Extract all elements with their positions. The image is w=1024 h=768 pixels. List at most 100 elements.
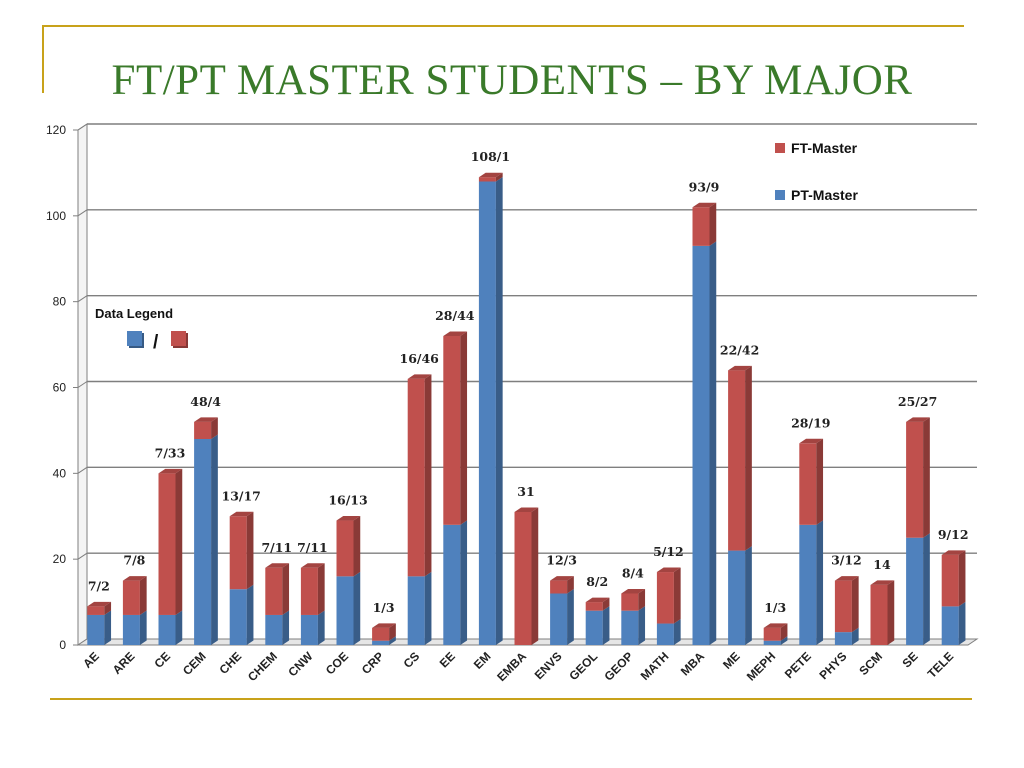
bar-ft-ee-front xyxy=(443,336,461,525)
bar-pt-are-front xyxy=(122,614,140,645)
data-legend-pt-swatch xyxy=(127,331,142,346)
data-label-phys: 3/12 xyxy=(831,553,862,568)
bar-ft-che-front xyxy=(229,516,247,590)
bar-pt-chem-front xyxy=(265,614,283,645)
y-tick-label: 20 xyxy=(53,552,67,566)
bar-ft-me-side xyxy=(745,365,752,551)
data-label-cnw: 7/11 xyxy=(297,540,328,555)
bar-top-scm xyxy=(870,580,895,585)
x-tick-label-meph: MEPH xyxy=(744,649,778,683)
data-legend-separator: / xyxy=(153,332,159,353)
bar-ft-emba-side xyxy=(531,507,539,645)
bar-ft-math-side xyxy=(673,567,681,624)
data-label-mba: 93/9 xyxy=(689,179,720,194)
bar-ft-tele-side xyxy=(958,550,966,607)
bar-pt-cem-side xyxy=(211,434,218,645)
bar-top-cem xyxy=(194,417,218,422)
y-tick-label: 100 xyxy=(46,209,66,223)
data-label-crp: 1/3 xyxy=(373,600,395,615)
bar-ft-ce-front xyxy=(158,473,176,615)
bar-top-che xyxy=(229,511,254,517)
bar-ft-phys-front xyxy=(834,580,852,633)
bar-ft-se-side xyxy=(923,417,930,538)
data-label-ee: 28/44 xyxy=(435,308,475,323)
x-tick-label-emba: EMBA xyxy=(494,649,529,684)
bar-pt-envs-front xyxy=(550,593,568,645)
gridline-depth xyxy=(77,295,88,303)
x-tick-label-me: ME xyxy=(720,649,743,672)
data-label-se: 25/27 xyxy=(898,394,937,409)
bar-ft-ae-front xyxy=(87,606,105,615)
x-tick-label-tele: TELE xyxy=(925,649,957,681)
bar-ft-me-front xyxy=(728,370,746,551)
x-tick-label-se: SE xyxy=(899,649,920,670)
x-tick-label-cnw: CNW xyxy=(285,649,316,680)
bar-top-se xyxy=(906,417,930,422)
bar-ft-scm-front xyxy=(870,584,888,645)
bar-top-pete xyxy=(799,438,824,444)
bar-pt-cnw-side xyxy=(317,610,325,645)
bar-pt-math-side xyxy=(673,619,681,645)
bar-ft-mba-front xyxy=(692,207,710,246)
y-tick-label: 80 xyxy=(53,295,67,309)
bar-pt-pete-front xyxy=(799,524,817,645)
bar-ft-are-side xyxy=(139,576,147,615)
bar-ft-che-side xyxy=(246,511,254,590)
bar-ft-em-front xyxy=(478,177,496,182)
bar-ft-mba-side xyxy=(709,202,717,246)
data-label-math: 5/12 xyxy=(653,544,684,559)
bar-ft-cs-front xyxy=(407,378,425,577)
bar-ft-phys-side xyxy=(851,576,859,633)
bar-ft-geol-front xyxy=(585,602,603,611)
bar-pt-che-front xyxy=(229,589,247,645)
bar-ft-cs-side xyxy=(424,374,432,577)
bar-pt-tele-front xyxy=(941,606,959,645)
legend-label-ft: FT-Master xyxy=(791,140,858,156)
bar-ft-envs-side xyxy=(567,576,574,594)
bar-top-math xyxy=(656,567,681,573)
data-label-ae: 7/2 xyxy=(88,578,110,593)
bar-ft-crp-side xyxy=(389,623,396,641)
bar-ft-are-front xyxy=(122,580,140,615)
bar-pt-phys-front xyxy=(834,632,852,645)
bar-pt-ce-side xyxy=(175,610,183,645)
bar-pt-math-front xyxy=(656,623,674,645)
x-tick-label-geop: GEOP xyxy=(601,649,635,683)
bar-top-cs xyxy=(407,374,432,379)
slide-title: FT/PT MASTER STUDENTS – BY MAJOR xyxy=(111,57,913,104)
bar-pt-geop-side xyxy=(638,606,646,645)
bar-ft-ae-side xyxy=(104,601,112,615)
y-tick-label: 40 xyxy=(53,466,67,480)
x-tick-label-scm: SCM xyxy=(856,649,885,678)
bar-pt-crp-front xyxy=(372,640,390,645)
bar-pt-se-front xyxy=(906,537,924,645)
x-tick-label-pete: PETE xyxy=(782,649,814,681)
gridline-depth xyxy=(77,209,88,217)
bar-pt-cs-front xyxy=(407,576,425,645)
bar-pt-ee-side xyxy=(460,520,468,645)
bar-ft-math-front xyxy=(656,572,674,624)
legend-swatch-pt xyxy=(775,190,785,200)
bar-pt-envs-side xyxy=(567,589,574,645)
bar-ft-chem-front xyxy=(265,567,283,615)
data-label-coe: 16/13 xyxy=(328,493,367,508)
bar-ft-ce-side xyxy=(175,468,183,615)
bar-ft-se-front xyxy=(906,421,924,538)
bar-pt-geol-side xyxy=(602,606,610,645)
bar-pt-che-side xyxy=(246,584,254,645)
gridline-depth xyxy=(77,123,88,131)
bar-top-ae xyxy=(87,601,112,607)
bar-top-me xyxy=(728,365,752,371)
bar-pt-chem-side xyxy=(282,610,290,645)
bar-ft-geop-front xyxy=(621,593,639,611)
bar-top-are xyxy=(122,576,147,581)
gridline-depth xyxy=(77,466,88,474)
bar-pt-ae-side xyxy=(104,610,112,645)
bar-ft-cnw-side xyxy=(317,563,325,615)
bar-ft-geol-side xyxy=(602,597,610,611)
bar-top-tele xyxy=(941,550,966,555)
bar-pt-mba-side xyxy=(709,241,717,645)
gridline-depth xyxy=(77,381,88,388)
x-tick-label-ce: CE xyxy=(151,649,173,671)
data-label-geop: 8/4 xyxy=(622,566,644,581)
